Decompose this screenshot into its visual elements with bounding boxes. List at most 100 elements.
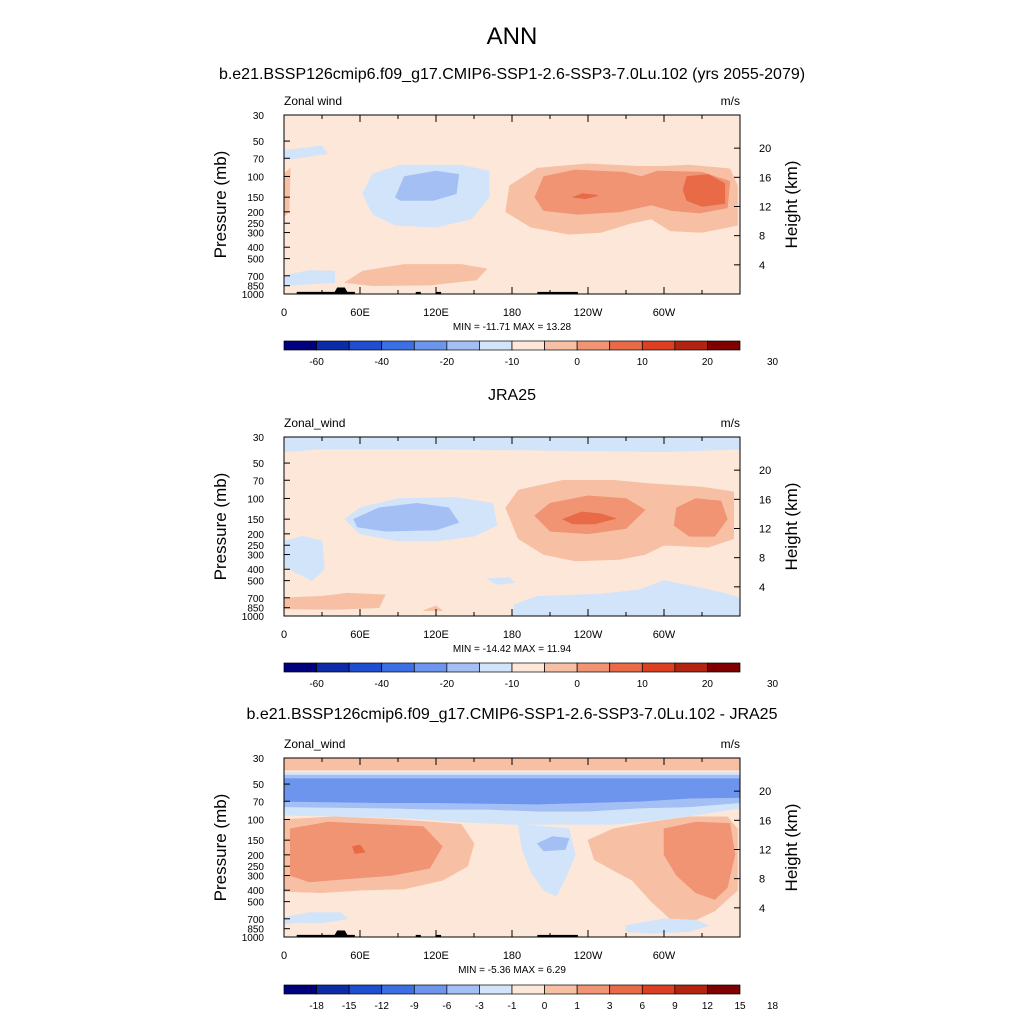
contour-region	[284, 778, 740, 805]
colorbar-swatch	[479, 984, 513, 995]
colorbar-swatch	[707, 340, 741, 351]
colorbar-swatch	[609, 984, 643, 995]
contour-region	[289, 821, 443, 883]
y-tick-label: 500	[247, 898, 264, 909]
y-tick-label: 150	[247, 836, 264, 847]
y2-tick-label: 4	[759, 582, 765, 594]
panel-2: JRA25 Zonal_wind m/s 0 60E 120E 180 120W 60W 30 50…	[211, 387, 801, 690]
contour-region	[423, 605, 444, 611]
y-tick-label: 70	[253, 476, 265, 487]
x-tick-label: 0	[281, 307, 287, 319]
y2-tick-label: 20	[759, 465, 771, 477]
colorbar-label: -40	[374, 679, 389, 690]
y-tick-label: 700	[247, 915, 264, 926]
y2-tick-label: 12	[759, 201, 771, 213]
y-tick-label: 250	[247, 541, 264, 552]
contour-region	[284, 270, 336, 287]
colorbar-swatch	[576, 662, 611, 673]
colorbar-label: 10	[637, 357, 649, 368]
topography-block	[537, 934, 578, 937]
colorbar-swatch	[316, 340, 350, 351]
colorbar-label: 18	[767, 1001, 779, 1012]
y-axis-title: Pressure (mb)	[211, 794, 230, 902]
y2-tick-label: 16	[759, 494, 771, 506]
y-tick-label: 500	[247, 255, 264, 266]
x-tick-label: 180	[503, 307, 521, 319]
colorbar: -60 -40 -20 -10 0 10 20 30	[283, 340, 779, 368]
contour-region	[572, 193, 599, 200]
contour-fills	[284, 437, 740, 616]
y-tick-label: 250	[247, 862, 264, 873]
colorbar-swatch	[544, 340, 578, 351]
colorbar-swatch	[381, 984, 415, 995]
y2-tick-label: 20	[759, 143, 771, 155]
colorbar-swatch	[446, 340, 480, 351]
x-tick-label: 0	[281, 950, 287, 962]
figure-title: ANN	[487, 23, 538, 50]
y-tick-label: 200	[247, 530, 264, 541]
contour-region	[536, 836, 570, 852]
panel-units: m/s	[721, 416, 740, 430]
colorbar-swatch	[511, 662, 545, 673]
y-tick-label: 1000	[242, 612, 265, 623]
panel-units: m/s	[721, 737, 740, 751]
y-tick-label: 300	[247, 551, 264, 562]
colorbar-label: -10	[505, 357, 520, 368]
contour-region	[511, 580, 740, 616]
colorbar-label: -60	[309, 679, 324, 690]
colorbar-label: 12	[702, 1001, 714, 1012]
panel-left-label: Zonal_wind	[284, 416, 345, 430]
panel-left-label: Zonal wind	[284, 94, 342, 108]
colorbar-label: 10	[637, 679, 649, 690]
y-tick-label: 400	[247, 886, 264, 897]
y-tick-label: 100	[247, 815, 264, 826]
y-tick-label: 700	[247, 594, 264, 605]
colorbar-swatch	[413, 662, 448, 673]
colorbar-swatch	[511, 340, 545, 351]
colorbar-label: 0	[574, 679, 580, 690]
contour-region	[625, 918, 710, 934]
colorbar: -18 -15 -12 -9 -6 -3 -1 0 1 3 6 9 12 15 18	[283, 984, 779, 1012]
colorbar-label: -60	[309, 357, 324, 368]
colorbar-swatch	[641, 984, 676, 995]
topography-block	[436, 934, 442, 937]
figure-subtitle: b.e21.BSSP126cmip6.f09_g17.CMIP6-SSP1-2.…	[219, 66, 805, 83]
y2-tick-label: 4	[759, 260, 765, 272]
colorbar-swatch	[609, 662, 643, 673]
colorbar-swatch	[316, 662, 350, 673]
colorbar-label: -12	[374, 1001, 389, 1012]
panel-3: b.e21.BSSP126cmip6.f09_g17.CMIP6-SSP1-2.…	[211, 706, 801, 1012]
colorbar-swatch	[413, 340, 448, 351]
x-tick-label: 120E	[423, 950, 449, 962]
x-tick-label: 120W	[574, 950, 603, 962]
colorbar-swatch	[707, 662, 741, 673]
colorbar-label: 1	[574, 1001, 580, 1012]
y-tick-label: 50	[253, 137, 265, 148]
colorbar-label: -40	[374, 357, 389, 368]
colorbar-label: -20	[440, 679, 455, 690]
contour-fills	[284, 758, 740, 937]
topography-block	[436, 291, 442, 294]
stats-label: MIN = -14.42 MAX = 11.94	[453, 644, 572, 655]
colorbar-swatch	[641, 340, 676, 351]
y-tick-label: 300	[247, 229, 264, 240]
colorbar-swatch	[479, 340, 513, 351]
contour-region	[284, 592, 386, 610]
colorbar-swatch	[609, 340, 643, 351]
y-tick-label: 1000	[242, 290, 265, 301]
colorbar-label: -9	[410, 1001, 419, 1012]
panel-left-label: Zonal_wind	[284, 737, 345, 751]
colorbar-label: 0	[574, 357, 580, 368]
contour-region	[395, 170, 460, 201]
colorbar-swatch	[283, 662, 317, 673]
contour-region	[352, 844, 366, 854]
colorbar-swatch	[674, 984, 708, 995]
y-tick-label: 30	[253, 754, 265, 765]
panel-title: JRA25	[488, 387, 536, 404]
colorbar-swatch	[544, 662, 578, 673]
y-tick-label: 70	[253, 154, 265, 165]
y-tick-label: 30	[253, 111, 265, 122]
colorbar-swatch	[446, 984, 480, 995]
y-tick-label: 50	[253, 780, 265, 791]
